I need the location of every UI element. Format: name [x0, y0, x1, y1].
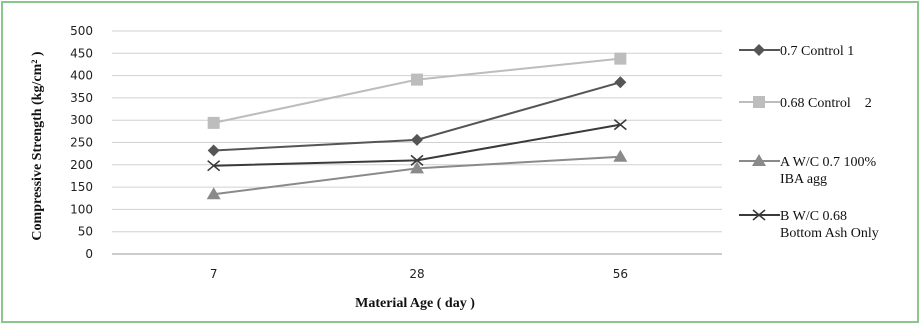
legend-swatch-marker: [753, 96, 765, 108]
series-markers: [206, 52, 628, 200]
x-marker-stroke: [207, 160, 221, 172]
legend-item-2: 0.68 Control 2: [739, 96, 872, 111]
y-axis-title: Compressive Strength (kg/cm² ): [30, 51, 45, 241]
data-point: [411, 73, 423, 86]
data-point: [411, 133, 423, 146]
legend-label: Bottom Ash Only: [780, 226, 879, 241]
x-marker-stroke: [752, 209, 766, 221]
legend-swatch-marker: [752, 154, 766, 166]
data-point: [614, 76, 627, 89]
data-point: [613, 119, 627, 131]
legend-label: B W/C 0.68: [780, 209, 847, 224]
y-tick-label: 50: [78, 225, 93, 239]
y-tick-label: 350: [70, 91, 93, 105]
x-tick-label: 56: [613, 267, 628, 281]
x-marker-stroke: [613, 119, 627, 131]
x-tick-labels: 7 28 56: [210, 267, 628, 281]
data-point: [206, 187, 221, 200]
y-tick-label: 450: [70, 46, 93, 60]
y-tick-label: 0: [85, 247, 93, 261]
legend-label: IBA agg: [780, 172, 827, 187]
series-line-2: [213, 57, 621, 124]
legend-swatch-marker: [752, 209, 766, 221]
legend-item-4: B W/C 0.68 Bottom Ash Only: [739, 209, 879, 241]
y-tick-label: 250: [70, 136, 93, 150]
y-tick-label: 200: [70, 158, 93, 172]
data-point: [207, 144, 220, 157]
y-tick-label: 100: [70, 202, 93, 216]
y-tick-label: 150: [70, 180, 93, 194]
data-point: [207, 160, 221, 172]
x-tick-label: 7: [210, 267, 218, 281]
y-tick-labels: 0 50 100 150 200 250 300 350 400 450 500: [70, 24, 93, 261]
legend-label: 0.7 Control 1: [780, 44, 854, 59]
legend-label: 0.68 Control 2: [780, 96, 872, 111]
y-tick-label: 300: [70, 113, 93, 127]
x-tick-label: 28: [409, 267, 424, 281]
data-point: [614, 52, 627, 65]
x-marker-stroke: [410, 154, 424, 166]
legend-item-3: A W/C 0.7 100% IBA agg: [739, 154, 877, 187]
x-axis-title: Material Age ( day ): [355, 296, 475, 311]
legend-label: A W/C 0.7 100%: [780, 155, 877, 170]
data-point: [613, 149, 628, 162]
legend-swatch-marker: [753, 44, 765, 56]
y-tick-label: 400: [70, 69, 93, 83]
data-point: [410, 161, 424, 174]
legend: 0.7 Control 1 0.68 Control 2 A W/C 0.7 100…: [739, 44, 879, 241]
y-tick-label: 500: [70, 24, 93, 38]
data-point: [207, 116, 220, 129]
data-point: [410, 154, 424, 166]
legend-item-1: 0.7 Control 1: [739, 44, 854, 59]
